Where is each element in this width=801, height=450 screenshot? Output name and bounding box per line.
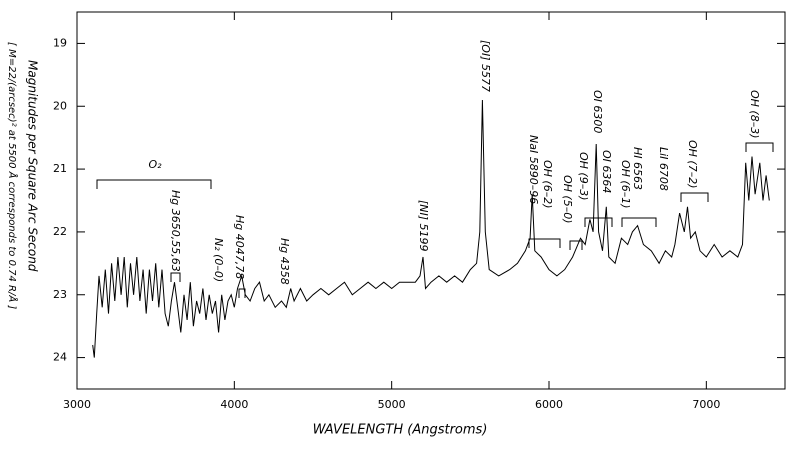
y-tick-label: 23 [53, 288, 67, 301]
y-axis-note: [ M=22/(arcsec)² at 5500 Å corresponds t… [6, 42, 19, 309]
annotation: OH (9–3) [577, 152, 590, 201]
annotation: OH (6–1) [619, 160, 632, 209]
annotation-bracket [528, 238, 561, 248]
annotation: Hg 3650,55,63 [169, 190, 182, 272]
x-tick-label: 5000 [378, 398, 406, 411]
annotation: O₂ [148, 158, 162, 171]
annotation-bracket [238, 288, 246, 298]
spectrum-line [92, 99, 770, 358]
annotation: LiI 6708 [657, 147, 670, 191]
annotation: [OI] 5577 [479, 40, 492, 92]
annotation-bracket [170, 272, 181, 282]
annotation: OI 6364 [600, 150, 613, 193]
annotation: OH (5–0) [561, 175, 574, 224]
x-tick-label: 3000 [63, 398, 91, 411]
y-axis-label: Magnitudes per Square Arc Second [26, 60, 40, 272]
annotation: Hg 4047,78 [233, 215, 246, 279]
annotation: OH (7–2) [686, 140, 699, 189]
x-tick-label: 7000 [692, 398, 720, 411]
annotation: [NI] 5199 [417, 200, 430, 252]
y-tick-label: 24 [53, 351, 67, 364]
annotation: OH (8–3) [748, 90, 761, 139]
x-tick-label: 4000 [220, 398, 248, 411]
annotation: OH (6–2) [541, 160, 554, 209]
annotation-bracket [680, 192, 709, 202]
annotation: N₂ (0–0) [212, 238, 225, 282]
annotation-bracket [569, 240, 583, 250]
annotation-bracket [584, 217, 613, 227]
plot-frame [76, 11, 786, 390]
annotation: Hg 4358 [278, 238, 291, 285]
y-tick-label: 19 [53, 36, 67, 49]
x-axis-label: WAVELENGTH (Angstroms) [313, 423, 488, 438]
y-tick-label: 20 [53, 99, 67, 112]
y-tick-label: 21 [53, 162, 67, 175]
annotation-bracket [96, 179, 212, 189]
y-tick-label: 22 [53, 225, 67, 238]
x-tick-label: 6000 [535, 398, 563, 411]
annotation: HI 6563 [631, 147, 644, 190]
annotation: OI 6300 [591, 90, 604, 133]
annotation-bracket [745, 142, 774, 152]
annotation-bracket [621, 217, 657, 227]
annotation: NaI 5890–96 [527, 135, 540, 204]
